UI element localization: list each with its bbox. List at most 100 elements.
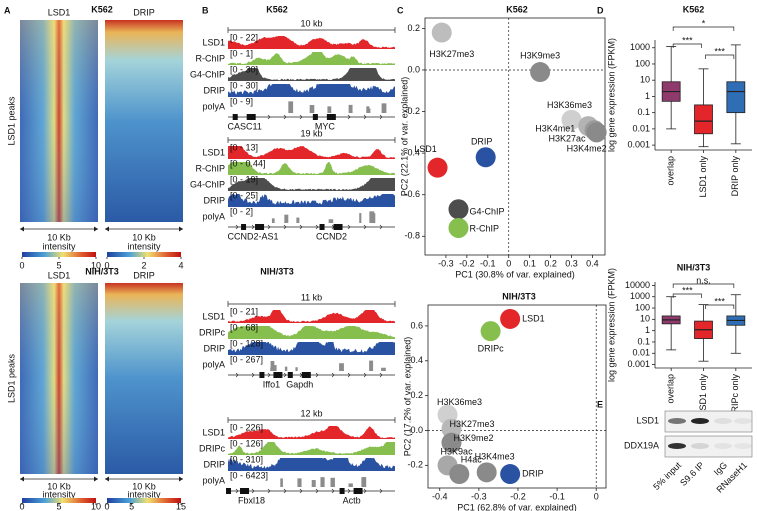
blot-row-label: LSD1 [636, 415, 659, 425]
strand-arrow [379, 372, 383, 378]
track-name: LSD1 [202, 147, 225, 157]
strand-arrow [267, 372, 271, 378]
gene-name: CCND2-AS1 [228, 231, 279, 241]
exon [301, 372, 311, 378]
strand-arrow [347, 488, 351, 494]
significance-label: *** [682, 35, 693, 45]
polya-signal [359, 213, 362, 223]
track-range: [0 - 310] [230, 454, 263, 464]
y-axis-label: log gene expression (FPKM) [606, 268, 616, 382]
polya-signal [311, 480, 316, 487]
chart-title: NIH/3T3 [502, 291, 536, 301]
locus-span: 10 kb [300, 18, 322, 28]
track-name: DRIPc [199, 443, 226, 453]
signal-track [228, 52, 395, 65]
scale-label: intensity [42, 241, 76, 251]
colorbar-tick-label: 0 [19, 501, 24, 511]
track-name: DRIPc [199, 327, 226, 337]
polya-signal [369, 360, 374, 371]
x-tick-label: -0.1 [549, 491, 565, 501]
track-range: [0 - 22] [230, 32, 258, 42]
point [448, 217, 469, 238]
exon [333, 224, 343, 230]
track-name: G4-ChIP [190, 69, 225, 79]
track-name: R-ChIP [195, 53, 225, 63]
locus-span: 12 kb [300, 408, 322, 418]
strand-arrow [331, 488, 335, 494]
track-range: [0 - 30] [230, 80, 258, 90]
gene-name: CASC11 [228, 121, 262, 131]
track-range: [0 - 30] [230, 64, 258, 74]
polya-signal [327, 106, 332, 113]
track-range: [0 - 25] [230, 190, 258, 200]
strand-arrow [347, 372, 351, 378]
point [476, 462, 497, 483]
group-title: K562 [266, 4, 288, 14]
strand-arrow [363, 224, 367, 230]
strand-arrow [235, 224, 239, 230]
colorbar-tick-label: 0 [104, 501, 109, 511]
locus-span: 11 kb [301, 292, 322, 302]
heatmap-title: LSD1 [48, 270, 71, 280]
polya-signal [348, 483, 353, 487]
signal-track [228, 458, 395, 471]
point-label: H3K9me3 [520, 50, 560, 60]
point-label: R-ChIP [469, 223, 499, 233]
gene-name: Actb [343, 495, 361, 505]
exon [319, 224, 325, 230]
y-tick-label: 0.2 [410, 390, 423, 400]
track-range: [0 - 19] [230, 174, 258, 184]
polya-signal [381, 103, 387, 113]
colorbar-tick-label: 0 [19, 260, 24, 270]
polya-signal [272, 365, 277, 371]
blot-band [668, 418, 686, 424]
exon [240, 488, 250, 494]
lane-label: S9.6 IP [678, 460, 706, 488]
strand-arrow [283, 224, 287, 230]
point [480, 321, 501, 342]
strand-arrow [283, 372, 287, 378]
y-tick-label: 0.1 [637, 336, 650, 346]
strand-arrow [235, 488, 239, 494]
y-tick-label: 0.1 [637, 107, 650, 117]
strand-arrow [267, 488, 271, 494]
track-range: [0 - 267] [230, 354, 263, 364]
track-range: [0 - 68] [230, 322, 258, 332]
polya-signal [296, 217, 300, 223]
strand-arrow [331, 372, 335, 378]
polya-signal [339, 363, 344, 371]
heatmap-shade [20, 283, 98, 474]
significance-bracket [672, 293, 702, 298]
colorbar-tick-label: 0 [104, 260, 109, 270]
point [500, 464, 521, 485]
x-tick-label: LSD1 only [698, 156, 708, 198]
y-tick-label: -0.2 [404, 106, 420, 116]
point-label: DRIPc [478, 344, 505, 354]
width-label: 10 Kb [47, 481, 71, 491]
heatmap [105, 283, 183, 474]
colorbar-tick-label: 15 [176, 501, 186, 511]
point-label: H3K36me3 [547, 100, 592, 110]
polya-signal [288, 101, 294, 113]
x-tick-label: 0.2 [544, 258, 557, 268]
gene-name: Iffo1 [263, 379, 280, 389]
exon [353, 488, 363, 494]
track-name: polyA [202, 101, 225, 111]
y-tick-label: 0.0 [410, 425, 423, 435]
colorbar-tick-label: 4 [178, 260, 183, 270]
y-tick-label: 0.001 [627, 359, 650, 369]
group-title: NIH/3T3 [260, 266, 294, 276]
group-title: K562 [91, 4, 113, 14]
y-tick-label: 100 [635, 58, 650, 68]
y-tick-label: 1000 [630, 42, 650, 52]
point [475, 147, 496, 168]
x-tick-label: 0.3 [565, 258, 578, 268]
blot-row-label: DDX19A [624, 440, 659, 450]
strand-arrow [315, 372, 319, 378]
point-label: H3K4me1 [535, 123, 575, 133]
signal-track [228, 146, 395, 159]
point [500, 308, 521, 329]
y-tick-label: 0.001 [627, 139, 650, 149]
gene-name: CCND2 [316, 231, 347, 241]
track-name: DRIP [203, 85, 225, 95]
